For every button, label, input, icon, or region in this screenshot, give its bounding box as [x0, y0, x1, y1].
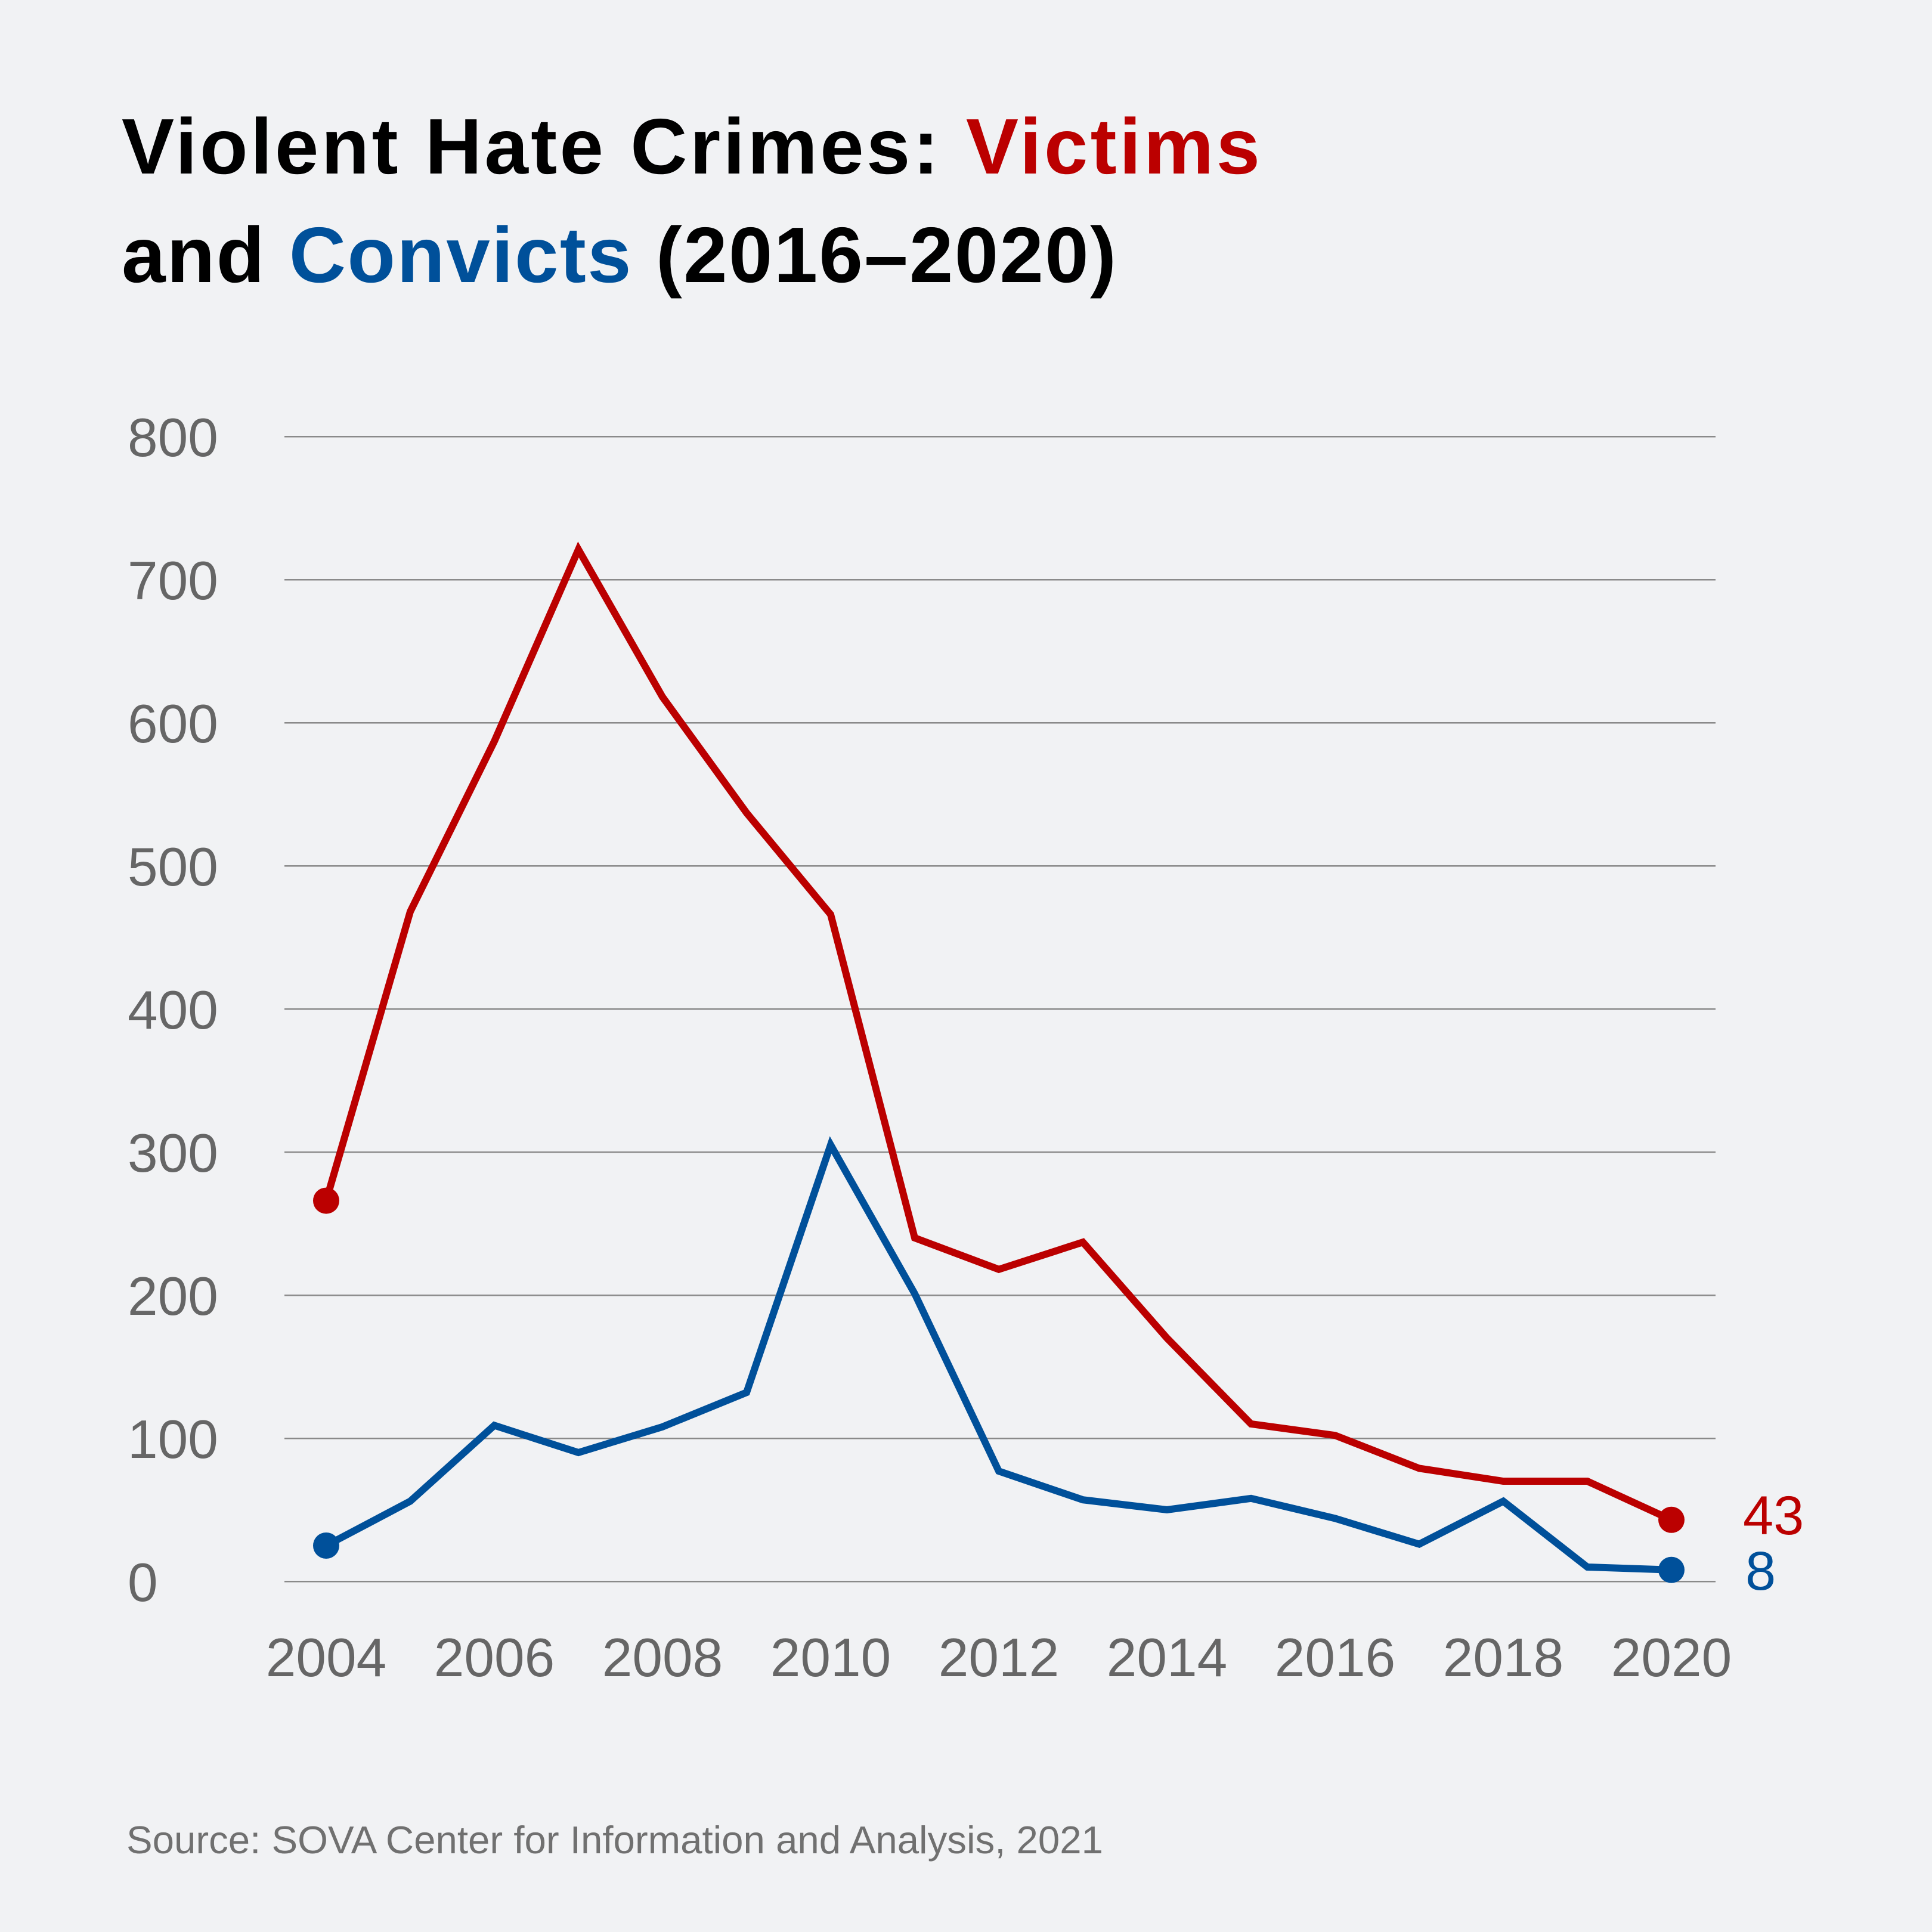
series-end-marker-convicts [1658, 1556, 1685, 1583]
x-tick-label: 2020 [1611, 1628, 1732, 1688]
x-tick-label: 2018 [1443, 1628, 1563, 1688]
x-tick-label: 2008 [602, 1628, 723, 1688]
title-text-prefix: Violent Hate Crimes: [122, 103, 964, 190]
x-tick-label: 2012 [939, 1628, 1059, 1688]
y-tick-label: 300 [128, 1123, 218, 1184]
title-convicts-highlight: Convicts [289, 211, 631, 299]
title-victims-highlight: Victims [966, 103, 1260, 190]
y-tick-label: 800 [128, 408, 218, 468]
end-value-label-victims: 43 [1743, 1485, 1804, 1546]
x-tick-label: 2006 [434, 1628, 555, 1688]
y-tick-label: 500 [128, 837, 218, 897]
chart-title-line-2: and Convicts (2016–2020) [122, 211, 1116, 299]
x-tick-label: 2014 [1107, 1628, 1227, 1688]
data-series [313, 541, 1685, 1583]
y-tick-label: 100 [128, 1410, 218, 1470]
series-end-marker-victims [1658, 1506, 1685, 1533]
series-line-victims [323, 541, 1673, 1524]
title-year-range: (2016–2020) [633, 211, 1116, 299]
title-text-and: and [122, 211, 287, 299]
y-axis-tick-labels: 0 100 200 300 400 500 600 700 800 [128, 408, 218, 1613]
y-tick-label: 400 [128, 980, 218, 1041]
end-value-label-convicts: 8 [1745, 1541, 1776, 1602]
y-tick-label: 700 [128, 551, 218, 611]
end-value-labels: 438 [1743, 1485, 1804, 1602]
source-note: Source: SOVA Center for Information and … [126, 1818, 1103, 1862]
y-tick-label: 600 [128, 694, 218, 754]
x-tick-label: 2016 [1275, 1628, 1395, 1688]
x-axis-tick-labels: 2004 2006 2008 2010 2012 2014 2016 2018 2020 [266, 1628, 1732, 1688]
x-tick-label: 2010 [770, 1628, 891, 1688]
series-start-marker-convicts [313, 1532, 339, 1559]
y-tick-label: 200 [128, 1267, 218, 1327]
series-line-convicts [324, 1136, 1672, 1574]
series-start-marker-victims [313, 1187, 339, 1214]
y-tick-label: 0 [128, 1553, 158, 1613]
chart-title-line-1: Violent Hate Crimes: Victims [122, 103, 1260, 190]
x-tick-label: 2004 [266, 1628, 386, 1688]
